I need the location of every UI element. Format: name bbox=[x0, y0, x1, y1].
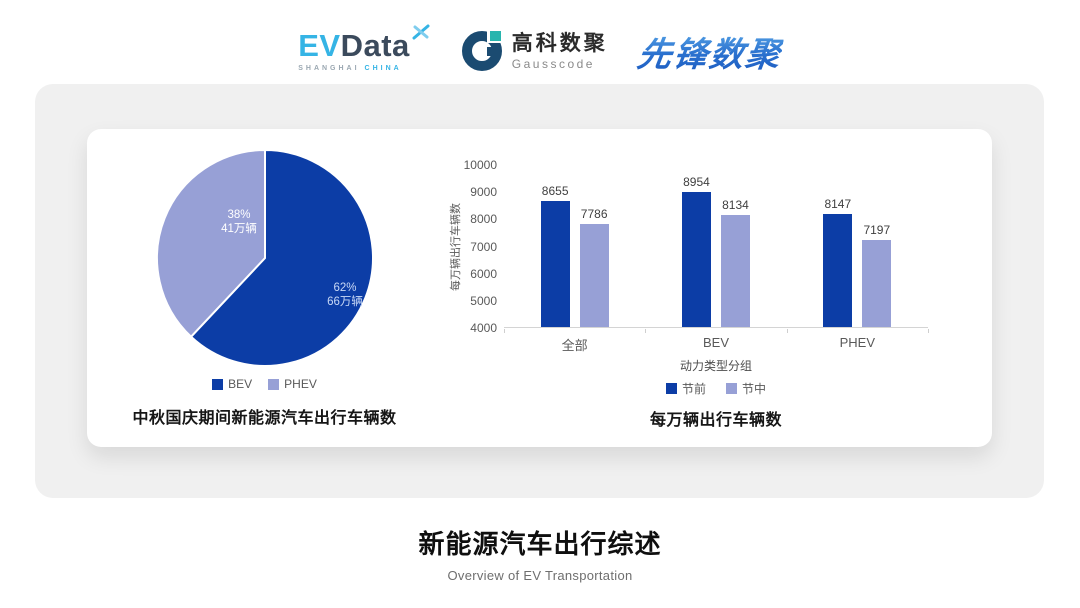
bar-chart-block: 每万辆出行车辆数 10000 9000 8000 7000 6000 5000 4000 8… bbox=[442, 129, 992, 447]
header-logos: EV Data SHANGHAI CHINA 高科数聚 Gausscode 先锋数… bbox=[0, 0, 1080, 82]
bar-legend-label: 节前 bbox=[681, 382, 706, 396]
evdata-sub-china: CHINA bbox=[364, 65, 402, 72]
legend-swatch-icon bbox=[212, 378, 224, 390]
pie-chart-title: 中秋国庆期间新能源汽车出行车辆数 bbox=[132, 410, 397, 427]
x-axis-tick bbox=[928, 329, 929, 333]
legend-swatch-icon bbox=[726, 383, 737, 394]
pie-legend-item: BEV bbox=[212, 377, 252, 391]
pie-slice-bev bbox=[189, 148, 374, 367]
bar-x-axis-title: 动力类型分组 bbox=[679, 359, 752, 373]
bar-item: 8655 bbox=[540, 183, 570, 327]
y-tick-label: 9000 bbox=[470, 185, 497, 200]
gausscode-cn-name: 高科数聚 bbox=[511, 31, 608, 55]
y-tick-label: 8000 bbox=[470, 212, 497, 227]
bar-节前-全部 bbox=[540, 200, 570, 327]
bar-legend-item: 节中 bbox=[726, 380, 766, 397]
bar-item: 8954 bbox=[681, 175, 711, 327]
bar-节中-bev bbox=[720, 214, 750, 327]
y-tick-label: 4000 bbox=[470, 321, 497, 335]
bar-item: 7786 bbox=[579, 207, 609, 327]
category-label: PHEV bbox=[839, 335, 876, 350]
bar-节中-phev bbox=[862, 240, 892, 327]
y-tick-label: 5000 bbox=[470, 293, 497, 308]
evdata-data-text: Data bbox=[340, 28, 410, 63]
pie-legend-label: PHEV bbox=[284, 377, 317, 391]
bar-value-label: 8134 bbox=[722, 197, 749, 212]
pie-legend-item: PHEV bbox=[268, 377, 317, 391]
bar-value-label: 8655 bbox=[541, 183, 569, 198]
gausscode-logo: 高科数聚 Gausscode bbox=[461, 30, 608, 72]
pie-legend-label: BEV bbox=[228, 377, 253, 391]
category-label: BEV bbox=[702, 335, 729, 350]
pie-slice-label: 62% 66万辆 bbox=[327, 282, 363, 308]
category-label: 全部 bbox=[561, 338, 588, 353]
bar-item: 7197 bbox=[862, 223, 892, 327]
gausscode-g-icon bbox=[461, 30, 503, 72]
page-subtitle: Overview of EV Transportation bbox=[447, 568, 633, 583]
pie-slice-label: 38% 41万辆 bbox=[221, 209, 257, 235]
bar-group-phev: 8147 7197 bbox=[787, 165, 928, 327]
pioneer-logo: 先锋数聚 bbox=[634, 27, 785, 76]
pie-chart: 62% 66万辆 38% 41万辆 bbox=[155, 148, 374, 367]
bar-plot-area: 8655 7786 8954 8134 8147 7197 bbox=[504, 165, 928, 328]
evdata-x-icon bbox=[412, 24, 430, 40]
legend-swatch-icon bbox=[268, 378, 280, 390]
x-axis-tick bbox=[786, 329, 788, 333]
footer: 新能源汽车出行综述 Overview of EV Transportation bbox=[0, 524, 1080, 583]
bar-value-label: 7197 bbox=[863, 223, 891, 238]
bar-chart-title: 每万辆出行车辆数 bbox=[649, 412, 782, 429]
gausscode-en-name: Gausscode bbox=[511, 56, 595, 71]
y-tick-label: 7000 bbox=[470, 239, 497, 254]
bar-item: 8134 bbox=[720, 197, 750, 327]
bar-category-row: 全部 BEV PHEV bbox=[504, 335, 928, 354]
legend-swatch-icon bbox=[665, 383, 677, 394]
bar-group-bev: 8954 8134 bbox=[645, 165, 786, 327]
evdata-subtitle: SHANGHAI CHINA bbox=[298, 65, 431, 72]
evdata-logo: EV Data SHANGHAI CHINA bbox=[298, 24, 431, 72]
bar-value-label: 8954 bbox=[683, 175, 710, 190]
report-card: 62% 66万辆 38% 41万辆 BEV PHEV 中秋国庆期间新能源汽车出行车辆数 … bbox=[87, 129, 992, 447]
y-tick-label: 10000 bbox=[463, 158, 497, 172]
x-axis-tick bbox=[645, 329, 647, 333]
evdata-sub-shanghai: SHANGHAI bbox=[298, 65, 360, 72]
gray-panel: 62% 66万辆 38% 41万辆 BEV PHEV 中秋国庆期间新能源汽车出行车辆数 … bbox=[35, 84, 1044, 498]
bar-legend-label: 节中 bbox=[742, 382, 767, 396]
pie-slice-phev bbox=[155, 148, 266, 339]
evdata-wordmark: EV Data bbox=[298, 24, 431, 63]
y-tick-label: 6000 bbox=[470, 266, 497, 281]
bar-item: 8147 bbox=[823, 197, 853, 327]
bar-value-label: 8147 bbox=[824, 197, 852, 212]
page-title: 新能源汽车出行综述 bbox=[418, 529, 662, 559]
bar-节前-phev bbox=[823, 214, 853, 327]
pie-chart-block: 62% 66万辆 38% 41万辆 BEV PHEV 中秋国庆期间新能源汽车出行车辆数 bbox=[87, 129, 442, 447]
bar-节中-全部 bbox=[579, 224, 609, 327]
bar-legend: 节前 节中 bbox=[504, 380, 928, 397]
pie-legend: BEV PHEV bbox=[212, 377, 317, 391]
bar-节前-bev bbox=[681, 192, 711, 327]
bar-legend-item: 节前 bbox=[665, 380, 706, 397]
evdata-ev-text: EV bbox=[298, 28, 341, 63]
bar-value-label: 7786 bbox=[580, 207, 608, 222]
x-axis-tick bbox=[504, 329, 505, 333]
bar-group-全部: 8655 7786 bbox=[504, 165, 645, 327]
